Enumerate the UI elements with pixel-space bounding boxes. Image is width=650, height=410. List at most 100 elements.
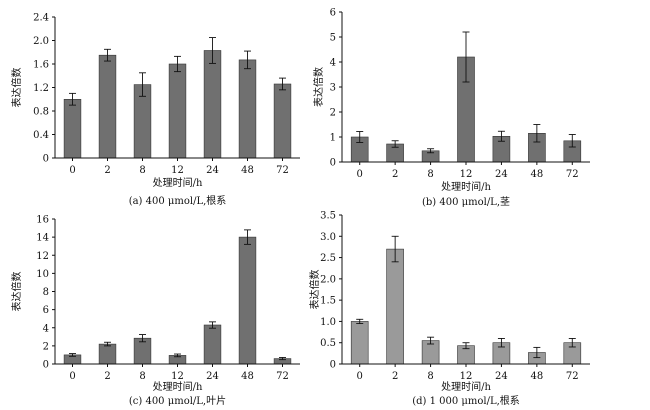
y-tick-label: 0.8 (33, 107, 49, 118)
x-tick-label: 12 (460, 371, 473, 382)
error-bar (356, 318, 364, 325)
error-bar (462, 31, 470, 83)
x-axis-label: 处理时间/h (153, 380, 203, 393)
panel-caption: (a) 400 μmol/L,根系 (129, 194, 227, 207)
error-bar (391, 235, 399, 263)
y-tick-label: 0 (330, 158, 336, 169)
panel-a: 0 0.4 0.8 1.2 1.6 2.0 2.4 0 2 8 12 24 48 72 表达倍数处理时间/h… (10, 13, 300, 207)
bar (168, 63, 187, 159)
x-tick-label: 0 (69, 165, 75, 176)
error-bar (104, 48, 111, 62)
x-axis-label: 处理时间/h (441, 380, 491, 393)
error-bar (69, 92, 76, 106)
x-tick-label: 0 (357, 371, 363, 382)
error-bar (462, 342, 470, 350)
bar (98, 343, 117, 365)
x-tick-label: 48 (530, 169, 543, 180)
y-tick-label: 2 (43, 341, 49, 352)
error-bar (209, 37, 216, 64)
error-bar (279, 77, 286, 91)
x-tick-label: 24 (206, 165, 219, 176)
y-tick-label: 1 (330, 133, 336, 144)
error-bar (497, 130, 505, 142)
bar (98, 54, 117, 159)
x-tick-label: 24 (206, 371, 219, 382)
y-tick-label: 2.4 (33, 13, 49, 24)
x-axis-label: 处理时间/h (153, 176, 203, 189)
y-tick-label: 2.0 (320, 274, 336, 285)
x-tick-label: 24 (495, 169, 508, 180)
error-bar (209, 321, 216, 329)
y-tick-label: 0 (43, 360, 49, 371)
error-bar (279, 357, 286, 361)
x-tick-label: 48 (241, 165, 254, 176)
bar (203, 324, 222, 365)
y-axis-label: 表达倍数 (10, 68, 23, 108)
x-tick-label: 72 (566, 169, 579, 180)
panel-d: 0 0.5 1.0 1.5 2.0 2.5 3.0 3.5 0 2 8 12 24 48 72 表达倍数处理时… (308, 211, 590, 407)
error-bar (497, 338, 505, 348)
bar (238, 59, 257, 159)
error-bar (427, 148, 435, 154)
x-tick-label: 2 (104, 371, 110, 382)
panel-caption: (b) 400 μmol/L,茎 (422, 196, 510, 208)
y-tick-label: 0 (330, 360, 336, 371)
x-tick-label: 0 (69, 371, 75, 382)
error-bar (174, 55, 181, 73)
x-axis-label: 处理时间/h (441, 180, 491, 193)
x-tick-label: 0 (357, 169, 363, 180)
y-tick-label: 1.6 (33, 60, 49, 71)
y-tick-label: 3.0 (320, 232, 336, 243)
x-tick-label: 2 (392, 371, 398, 382)
y-tick-label: 0.5 (320, 338, 336, 349)
x-tick-label: 48 (530, 371, 543, 382)
y-tick-label: 6 (43, 305, 49, 316)
bar (238, 236, 257, 365)
error-bar (104, 341, 111, 347)
error-bar (69, 353, 76, 357)
x-tick-label: 72 (566, 371, 579, 382)
error-bar (356, 131, 364, 143)
x-tick-label: 8 (139, 165, 145, 176)
y-tick-label: 5 (330, 33, 336, 44)
x-tick-label: 24 (495, 371, 508, 382)
y-tick-label: 8 (43, 287, 49, 298)
x-tick-label: 72 (276, 371, 289, 382)
error-bar (244, 50, 251, 70)
panel-caption: (c) 400 μmol/L,叶片 (129, 394, 226, 407)
error-bar (533, 124, 541, 143)
y-tick-label: 0 (43, 154, 49, 165)
y-tick-label: 2 (330, 108, 336, 119)
y-tick-label: 1.2 (33, 83, 49, 94)
y-axis-label: 表达倍数 (10, 272, 23, 312)
error-bar (139, 72, 146, 97)
x-tick-label: 12 (460, 169, 473, 180)
y-tick-label: 10 (36, 269, 49, 280)
y-tick-label: 0.4 (33, 130, 49, 141)
x-tick-label: 48 (241, 371, 254, 382)
panel-caption: (d) 1 000 μmol/L,根系 (412, 394, 520, 407)
y-tick-label: 2.0 (33, 36, 49, 47)
error-bar (427, 336, 435, 345)
y-tick-label: 3 (330, 83, 336, 94)
y-tick-label: 1.0 (320, 317, 336, 328)
y-tick-label: 4 (43, 323, 49, 334)
bar (350, 321, 369, 365)
y-tick-label: 14 (36, 233, 49, 244)
y-tick-label: 6 (330, 8, 336, 19)
error-bar (244, 229, 251, 245)
y-tick-label: 1.5 (320, 296, 336, 307)
bar (63, 99, 82, 159)
y-tick-label: 3.5 (320, 211, 336, 222)
error-bar (174, 353, 181, 358)
y-axis-label: 表达倍数 (312, 67, 325, 107)
error-bar (139, 334, 146, 343)
y-tick-label: 12 (36, 251, 49, 262)
x-tick-label: 2 (104, 165, 110, 176)
y-tick-label: 16 (36, 215, 49, 226)
error-bar (568, 134, 576, 148)
bar (273, 83, 292, 159)
y-tick-label: 4 (330, 58, 336, 69)
